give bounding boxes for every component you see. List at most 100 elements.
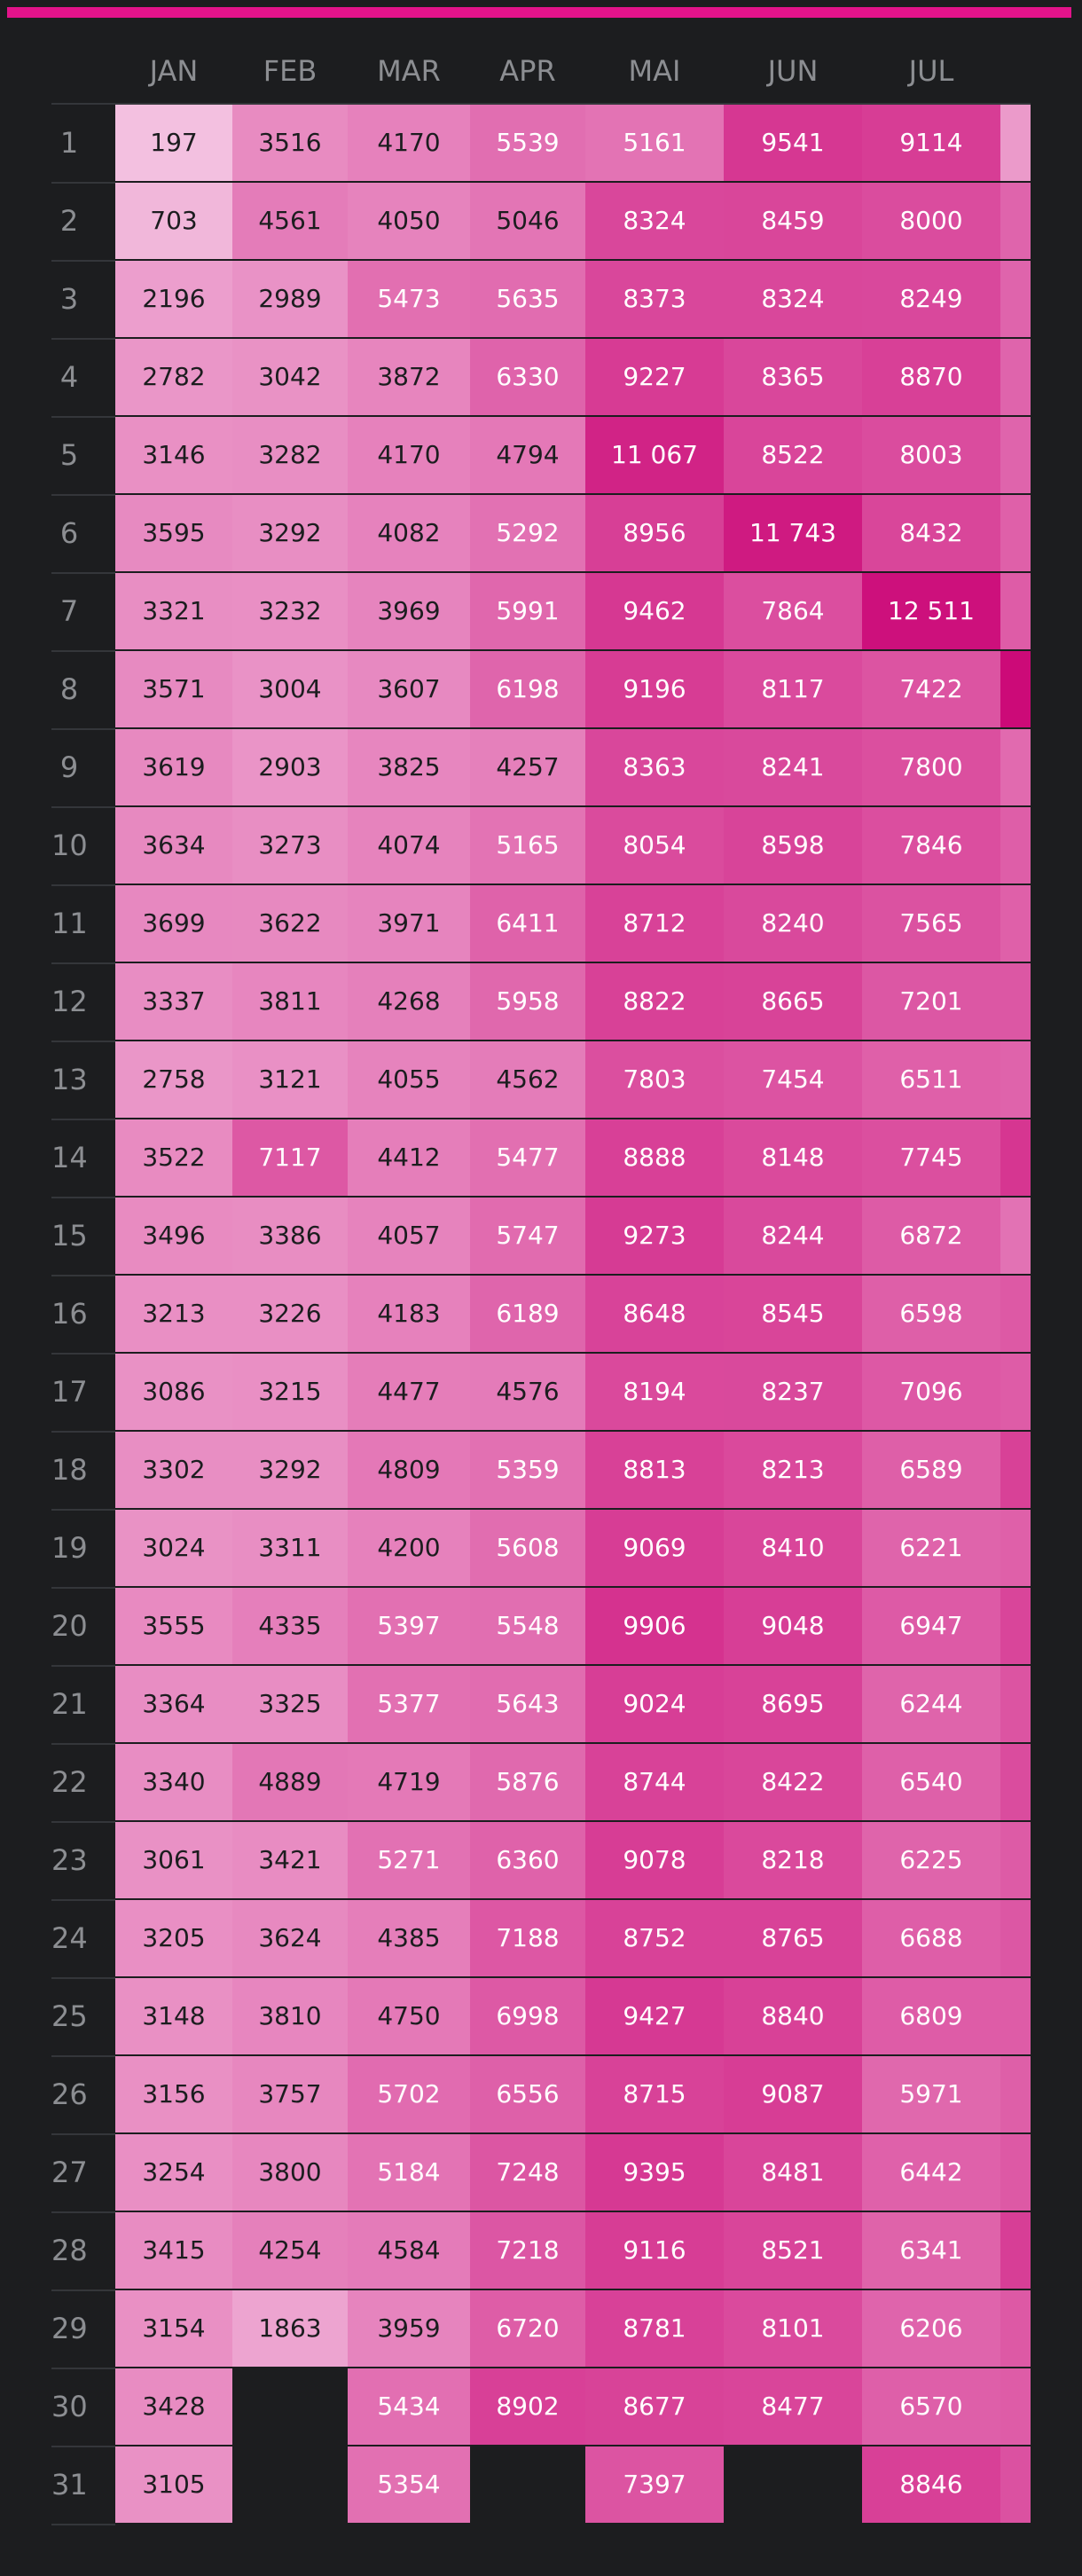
heatmap-cell: 7864 [724, 573, 862, 649]
heatmap-cell: 5271 [348, 1822, 470, 1898]
heatmap-cell: 3215 [232, 1354, 348, 1430]
row-label-2: 2 [59, 204, 79, 238]
heatmap-cell: 8324 [724, 261, 862, 337]
row-label-16: 16 [51, 1297, 88, 1331]
heatmap-cell: 6221 [862, 1510, 1000, 1586]
row-divider [51, 1509, 115, 1511]
heatmap-cell: 3971 [348, 885, 470, 962]
heatmap-cell-partial [1000, 1822, 1031, 1898]
heatmap-cell: 8194 [585, 1354, 724, 1430]
heatmap-cell: 8522 [724, 417, 862, 493]
heatmap-cell: 4055 [348, 1041, 470, 1118]
heatmap-cell: 5377 [348, 1666, 470, 1742]
heatmap-cell: 9048 [724, 1588, 862, 1664]
heatmap-cell-partial [1000, 729, 1031, 805]
heatmap-cell: 9114 [862, 105, 1000, 181]
row-label-22: 22 [51, 1765, 88, 1799]
heatmap-cell: 3800 [232, 2134, 348, 2211]
row-label-28: 28 [51, 2234, 88, 2267]
heatmap-cell: 9395 [585, 2134, 724, 2211]
heatmap-cell: 6556 [470, 2056, 585, 2132]
heatmap-cell: 703 [115, 183, 232, 259]
row-divider [51, 182, 115, 184]
heatmap-cell-partial [1000, 1276, 1031, 1352]
heatmap-cell-partial [1000, 1119, 1031, 1196]
heatmap-cell: 6244 [862, 1666, 1000, 1742]
heatmap-cell-partial [1000, 2368, 1031, 2445]
heatmap-cell: 4057 [348, 1198, 470, 1274]
heatmap-cell: 5608 [470, 1510, 585, 1586]
heatmap-cell: 6330 [470, 339, 585, 415]
row-label-21: 21 [51, 1687, 88, 1721]
row-label-18: 18 [51, 1453, 88, 1487]
row-divider [51, 1821, 115, 1823]
heatmap-cell: 3302 [115, 1432, 232, 1508]
heatmap-cell: 5548 [470, 1588, 585, 1664]
heatmap-cell-partial [1000, 2134, 1031, 2211]
heatmap-cell: 6688 [862, 1900, 1000, 1976]
heatmap-cell: 2903 [232, 729, 348, 805]
row-divider [51, 1353, 115, 1355]
heatmap-cell-partial [1000, 183, 1031, 259]
heatmap-cell: 8003 [862, 417, 1000, 493]
heatmap-cell: 8545 [724, 1276, 862, 1352]
heatmap-cell: 8648 [585, 1276, 724, 1352]
row-label-10: 10 [51, 829, 88, 862]
row-divider [51, 2289, 115, 2291]
row-label-8: 8 [59, 672, 79, 706]
row-divider [51, 1587, 115, 1589]
row-divider [51, 884, 115, 886]
row-label-9: 9 [59, 750, 79, 784]
heatmap-cell-partial [1000, 573, 1031, 649]
heatmap-cell: 4257 [470, 729, 585, 805]
heatmap-cell: 8744 [585, 1744, 724, 1820]
heatmap-cell: 3232 [232, 573, 348, 649]
row-divider [51, 650, 115, 652]
row-label-30: 30 [51, 2390, 88, 2423]
heatmap-cell: 5046 [470, 183, 585, 259]
heatmap-cell: 8000 [862, 183, 1000, 259]
heatmap-cell: 8781 [585, 2290, 724, 2367]
heatmap-cell: 5747 [470, 1198, 585, 1274]
heatmap-cell: 4170 [348, 417, 470, 493]
row-divider [51, 806, 115, 808]
heatmap-cell: 3337 [115, 963, 232, 1040]
row-label-25: 25 [51, 1999, 88, 2033]
heatmap-cell: 4200 [348, 1510, 470, 1586]
heatmap-cell: 8240 [724, 885, 862, 962]
heatmap-cell: 3086 [115, 1354, 232, 1430]
heatmap-cell: 8870 [862, 339, 1000, 415]
heatmap-cell: 6998 [470, 1978, 585, 2054]
heatmap-cell: 9273 [585, 1198, 724, 1274]
heatmap-cell: 3496 [115, 1198, 232, 1274]
heatmap-cell: 9116 [585, 2212, 724, 2289]
heatmap-cell: 3148 [115, 1978, 232, 2054]
row-divider [51, 2055, 115, 2057]
heatmap-cell: 5635 [470, 261, 585, 337]
heatmap-cell: 5397 [348, 1588, 470, 1664]
heatmap-cell: 5434 [348, 2368, 470, 2445]
heatmap-cell-partial [1000, 1354, 1031, 1430]
heatmap-cell-partial [1000, 1900, 1031, 1976]
heatmap-cell: 7096 [862, 1354, 1000, 1430]
heatmap-cell: 3607 [348, 651, 470, 727]
heatmap-cell: 6206 [862, 2290, 1000, 2367]
heatmap-cell: 6411 [470, 885, 585, 962]
heatmap-cell: 9078 [585, 1822, 724, 1898]
heatmap-cell: 3292 [232, 1432, 348, 1508]
row-divider [51, 1197, 115, 1198]
row-divider [51, 1665, 115, 1667]
row-divider [51, 1899, 115, 1901]
heatmap-cell: 8218 [724, 1822, 862, 1898]
heatmap-cell: 9541 [724, 105, 862, 181]
heatmap-cell-partial [1000, 2056, 1031, 2132]
heatmap-cell: 4719 [348, 1744, 470, 1820]
heatmap-cell: 3516 [232, 105, 348, 181]
heatmap-cell: 5184 [348, 2134, 470, 2211]
row-divider [51, 728, 115, 730]
heatmap-cell: 5359 [470, 1432, 585, 1508]
column-header-apr: APR [499, 54, 556, 88]
heatmap-cell: 5539 [470, 105, 585, 181]
header-divider [51, 103, 1031, 105]
